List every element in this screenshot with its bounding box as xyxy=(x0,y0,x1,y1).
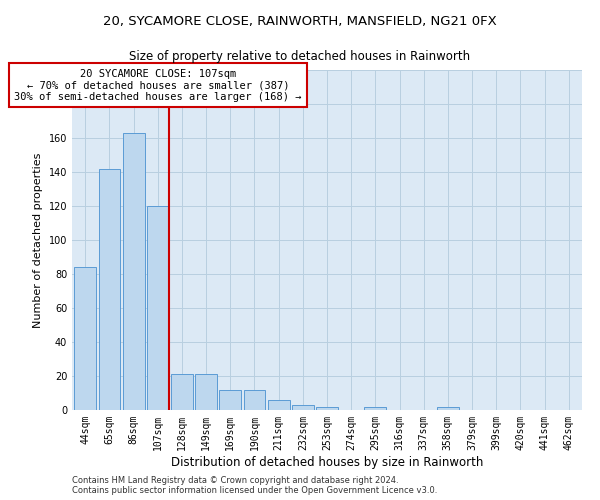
Y-axis label: Number of detached properties: Number of detached properties xyxy=(33,152,43,328)
Bar xyxy=(292,405,314,410)
X-axis label: Distribution of detached houses by size in Rainworth: Distribution of detached houses by size … xyxy=(171,456,483,468)
Bar xyxy=(147,206,169,410)
Text: Contains HM Land Registry data © Crown copyright and database right 2024.
Contai: Contains HM Land Registry data © Crown c… xyxy=(72,476,437,495)
Text: 20, SYCAMORE CLOSE, RAINWORTH, MANSFIELD, NG21 0FX: 20, SYCAMORE CLOSE, RAINWORTH, MANSFIELD… xyxy=(103,15,497,28)
Bar xyxy=(74,267,96,410)
Bar xyxy=(364,406,386,410)
Bar xyxy=(195,374,217,410)
Bar xyxy=(171,374,193,410)
Bar xyxy=(316,406,338,410)
Text: Size of property relative to detached houses in Rainworth: Size of property relative to detached ho… xyxy=(130,50,470,63)
Bar xyxy=(437,406,459,410)
Bar xyxy=(123,133,145,410)
Bar xyxy=(268,400,290,410)
Bar xyxy=(244,390,265,410)
Bar xyxy=(220,390,241,410)
Text: 20 SYCAMORE CLOSE: 107sqm
← 70% of detached houses are smaller (387)
30% of semi: 20 SYCAMORE CLOSE: 107sqm ← 70% of detac… xyxy=(14,68,302,102)
Bar xyxy=(98,168,121,410)
